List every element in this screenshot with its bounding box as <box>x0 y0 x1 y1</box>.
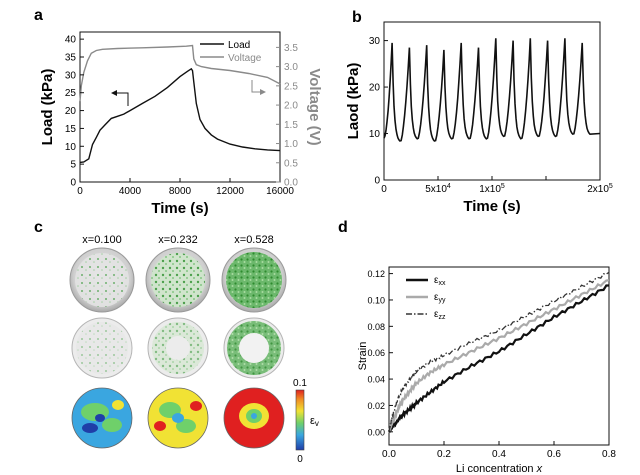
y-tick-label: 0 <box>374 176 380 187</box>
legend-label-eyy: εyy <box>434 292 446 304</box>
x-tick-label: 0.6 <box>547 449 561 460</box>
y-right-tick-label: 1.0 <box>284 139 298 150</box>
strain-map-1 <box>71 387 133 449</box>
y-right-tick-label: 2.0 <box>284 101 298 112</box>
legend-label-load: Load <box>228 40 250 51</box>
y-tick-label: 0.00 <box>367 427 385 437</box>
y-tick-label: 30 <box>65 70 77 81</box>
y-right-tick-label: 1.5 <box>284 120 298 131</box>
y-tick-label: 0.02 <box>367 401 385 411</box>
panel-b-xlabel: Time (s) <box>463 198 520 215</box>
panel-d-frame <box>388 266 610 446</box>
y-tick-label: 15 <box>65 124 77 135</box>
panel-label-a: a <box>34 7 43 24</box>
series-line-voltage <box>79 44 281 102</box>
x-tick-label: 0.8 <box>602 449 616 460</box>
y-tick-label: 20 <box>65 106 77 117</box>
y-tick-label: 35 <box>65 53 77 64</box>
column-label-1: x=0.100 <box>82 234 121 246</box>
y-right-tick-label: 3.0 <box>284 62 298 73</box>
y-tick-label: 0 <box>70 178 76 189</box>
strain-map-row <box>71 387 285 449</box>
y-right-tick-label: 0.0 <box>284 178 298 189</box>
column-label-3: x=0.528 <box>234 234 273 246</box>
column-label-2: x=0.232 <box>158 234 197 246</box>
legend-label-ezz: εzz <box>434 309 446 321</box>
x-tick-label: 12000 <box>216 186 244 197</box>
panel-b-ylabel: Laod (kPa) <box>345 63 362 140</box>
x-tick-label: 2x105 <box>587 183 613 195</box>
y-tick-label: 0.08 <box>367 322 385 332</box>
x-tick-label: 0.4 <box>492 449 506 460</box>
y-tick-label: 0.04 <box>367 375 385 385</box>
x-tick-label: 0.0 <box>382 449 396 460</box>
y-tick-label: 0.12 <box>367 269 385 279</box>
y-right-tick-label: 2.5 <box>284 81 298 92</box>
x-tick-label: 16000 <box>266 186 294 197</box>
x-tick-label: 0 <box>77 186 83 197</box>
y-tick-label: 10 <box>369 129 381 140</box>
strain-map-2 <box>147 387 209 449</box>
y-tick-label: 10 <box>65 142 77 153</box>
x-tick-label: 5x104 <box>425 183 451 195</box>
arrow-right-icon <box>251 80 266 95</box>
legend-label-exx: εxx <box>434 275 446 287</box>
x-tick-label: 0 <box>381 184 387 195</box>
panel-label-c: c <box>34 219 43 236</box>
colorbar <box>295 389 305 451</box>
lithium-sites <box>151 253 205 307</box>
panel-a-chart: 0 4000 8000 12000 16000 0 5 10 15 20 25 30 35 40 0.0 0.… <box>39 31 323 217</box>
series-line-ezz <box>388 271 610 433</box>
y-tick-label: 5 <box>70 160 76 171</box>
colorbar-min: 0 <box>297 454 303 465</box>
core-region <box>166 336 190 360</box>
series-line-load <box>79 67 281 164</box>
panel-b-chart: 0 5x104 1x105 2x105 0 10 20 30 Laod (kPa) Time … <box>345 21 613 215</box>
y-tick-label: 40 <box>65 35 77 46</box>
y-tick-label: 25 <box>65 88 77 99</box>
lithium-sites <box>76 322 128 374</box>
y-tick-label: 30 <box>369 36 381 47</box>
panel-a-xlabel: Time (s) <box>151 200 208 217</box>
panel-d-xlabel: Li concentration x <box>456 463 543 475</box>
colorbar-max: 0.1 <box>293 378 307 389</box>
panel-d-chart: 0.0 0.2 0.4 0.6 0.8 0.00 0.02 0.04 0.06 0.08 0.10 0… <box>357 266 616 475</box>
lithium-sites <box>226 252 282 308</box>
y-tick-label: 0.06 <box>367 348 385 358</box>
colorbar-label: εv <box>310 415 319 428</box>
panel-a-ylabel-right: Voltage (V) <box>306 68 323 145</box>
x-tick-label: 4000 <box>119 186 142 197</box>
lattice-row-1 <box>69 247 287 313</box>
x-tick-label: 0.2 <box>437 449 451 460</box>
strain-map-3 <box>223 387 285 449</box>
y-tick-label: 0.10 <box>367 295 385 305</box>
panel-a-ylabel: Load (kPa) <box>39 69 56 146</box>
x-tick-label: 1x105 <box>479 183 505 195</box>
lithium-sites <box>75 253 129 307</box>
x-tick-label: 8000 <box>169 186 192 197</box>
panel-c-figure: x=0.100 x=0.232 x=0.528 <box>69 234 319 465</box>
series-line-exx <box>387 284 609 433</box>
panel-label-d: d <box>338 219 348 236</box>
panel-d-ylabel: Strain <box>357 342 369 371</box>
series-line-load-cycling <box>383 38 601 142</box>
arrow-left-icon <box>111 90 129 106</box>
core-region <box>239 333 269 363</box>
y-tick-label: 20 <box>369 83 381 94</box>
legend-label-voltage: Voltage <box>228 53 262 64</box>
series-line-eyy <box>387 279 610 433</box>
panel-label-b: b <box>352 9 362 26</box>
y-right-tick-label: 0.5 <box>284 158 298 169</box>
y-right-tick-label: 3.5 <box>284 43 298 54</box>
lattice-row-2 <box>71 317 285 379</box>
